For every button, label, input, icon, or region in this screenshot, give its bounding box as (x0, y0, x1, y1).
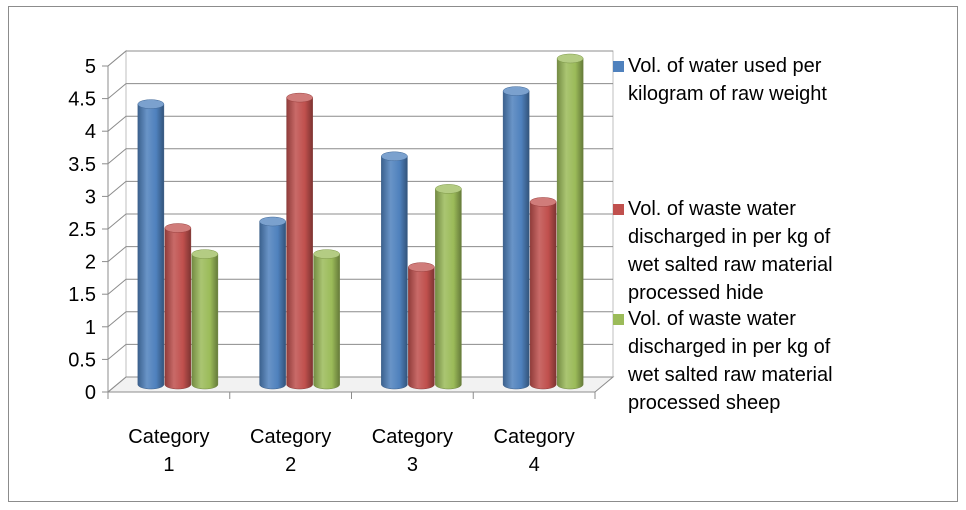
legend-item: Vol. of water used per kilogram of raw we… (613, 55, 827, 105)
bar (313, 249, 340, 390)
bar (435, 184, 462, 390)
bar (259, 216, 286, 390)
y-tick-label: 0 (85, 382, 96, 404)
legend-item: Vol. of waste water discharged in per kg … (613, 308, 833, 414)
gridline (107, 50, 613, 67)
bar (191, 249, 219, 390)
bar (286, 92, 313, 390)
bar (556, 53, 584, 390)
gridline (107, 148, 613, 165)
y-axis: 0 0.5 1 1.5 2 2.5 3 3.5 4 4.5 5 (68, 56, 109, 404)
x-tick-label: Category 2 (250, 426, 331, 476)
legend-swatch (613, 204, 624, 215)
y-tick-label: 5 (85, 56, 96, 78)
legend-label: Vol. of waste water discharged in per kg … (627, 308, 833, 414)
y-tick-label: 0.5 (68, 349, 96, 371)
bar (502, 86, 530, 390)
gridline (107, 83, 613, 99)
legend-label: Vol. of water used per kilogram of raw we… (628, 55, 827, 105)
y-tick-label: 1.5 (68, 284, 96, 306)
legend-label: Vol. of waste water discharged in per kg … (627, 198, 833, 304)
y-tick-label: 3.5 (68, 154, 96, 176)
x-tick-label: Category 3 (372, 426, 453, 476)
y-tick-label: 2.5 (68, 219, 96, 241)
legend-item: Vol. of waste water discharged in per kg … (613, 198, 833, 304)
y-tick-label: 1 (85, 317, 96, 339)
bar (529, 197, 557, 390)
x-tick-label: Category 1 (128, 426, 209, 476)
bar (408, 262, 435, 390)
gridline (107, 180, 613, 197)
y-tick-label: 3 (85, 186, 96, 208)
gridline (107, 115, 613, 132)
bar (381, 151, 408, 390)
x-tick-label: Category 4 (494, 426, 575, 476)
legend: Vol. of water used per kilogram of raw we… (613, 55, 833, 414)
bar (137, 99, 165, 390)
y-tick-label: 4 (85, 121, 96, 143)
bar (164, 223, 192, 390)
bars (137, 53, 584, 390)
legend-swatch (613, 314, 624, 325)
y-tick-label: 2 (85, 252, 96, 274)
legend-swatch (613, 61, 624, 72)
x-axis: Category 1 Category 2 Category 3 Category 4 (107, 392, 596, 476)
y-tick-label: 4.5 (68, 89, 96, 111)
